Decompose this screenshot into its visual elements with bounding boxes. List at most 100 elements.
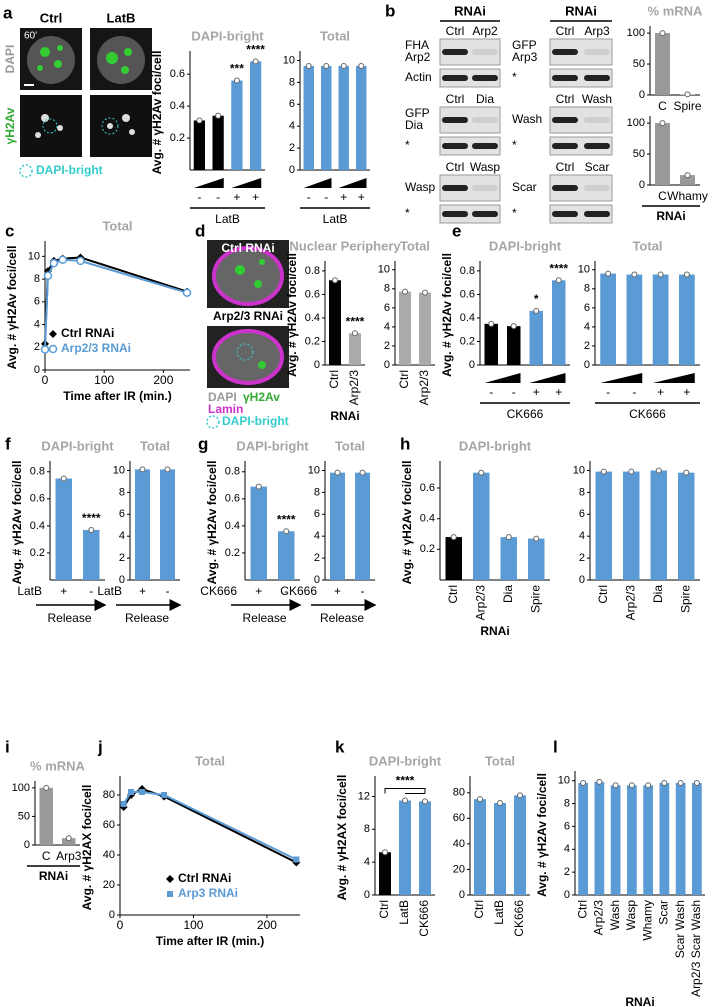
blot-band (442, 49, 468, 55)
data-point (255, 483, 262, 490)
protein-label: * (512, 206, 517, 220)
data-point (659, 120, 666, 127)
x-tick-label: + (252, 190, 259, 204)
blot-band (442, 185, 468, 191)
treatment-label: LatB (17, 584, 42, 598)
y-tick-label: 100 (627, 117, 645, 129)
data-point (139, 789, 146, 795)
channel-label: γH2Av (243, 390, 280, 404)
x-tick-label: + (358, 190, 365, 204)
y-tick-label: 0 (289, 164, 295, 176)
legend-marker (48, 344, 58, 354)
data-point (505, 534, 512, 541)
significance: * (534, 292, 539, 306)
data-point (402, 797, 408, 804)
y-tick-label: 10 (558, 775, 570, 787)
y-tick-label: 0.4 (305, 312, 320, 324)
x-tick-label: C (658, 99, 667, 113)
bar (303, 65, 314, 170)
data-point (684, 172, 691, 179)
protein-label: * (512, 138, 517, 152)
lane-label: Ctrl (446, 92, 465, 106)
bar (278, 531, 295, 580)
y-tick-label: 0.6 (460, 288, 475, 300)
micrographs-a (19, 28, 152, 178)
y-axis-label: Avg. # γH2AX foci/cell (335, 775, 349, 901)
legend-label: Arp3 RNAi (178, 886, 238, 900)
bar (594, 781, 605, 895)
x-tick-label: Arp2/3 (623, 585, 637, 621)
x-tick-label: + (555, 385, 562, 399)
y-tick-label: 2 (34, 341, 40, 353)
data-point (60, 475, 67, 482)
chart-title: DAPI-bright (41, 438, 114, 453)
chart-title: DAPI-bright (236, 438, 309, 453)
x-axis-label: Release (47, 611, 91, 625)
data-point (517, 792, 523, 799)
y-tick-label: 0 (469, 359, 475, 371)
legend-label: DAPI-bright (222, 414, 289, 428)
data-point (49, 258, 59, 268)
x-tick-label: Wash (608, 900, 622, 930)
y-tick-label: 0.4 (420, 513, 435, 525)
bar (419, 292, 431, 365)
bar (655, 123, 670, 185)
dose-wedge (303, 178, 332, 188)
protein-label: FHA (405, 38, 429, 52)
data-point (358, 62, 365, 69)
y-tick-label: 8 (289, 76, 295, 88)
x-tick-label: Wasp (624, 900, 638, 931)
y-tick-label: 0.8 (460, 265, 475, 277)
blot (549, 204, 613, 224)
data-point (600, 468, 607, 475)
y-tick-label: 0 (459, 889, 465, 901)
blot-band (584, 117, 610, 123)
blot (549, 136, 613, 156)
x-tick-label: Ctrl (327, 370, 341, 389)
bar (484, 323, 498, 365)
data-point (283, 528, 290, 535)
panel-label: b (385, 1, 395, 20)
protein-label: * (405, 206, 410, 220)
blot-band (552, 211, 578, 217)
x-tick-label: Scar Wash (673, 900, 687, 958)
x-tick-label: Whamy (667, 189, 708, 203)
y-tick-label: 0.4 (225, 520, 240, 532)
blot-band (472, 143, 498, 149)
lane-label: Ctrl (556, 24, 575, 38)
data-point (488, 320, 495, 327)
data-point (612, 782, 619, 789)
bar (445, 537, 462, 580)
blot-band (584, 75, 610, 81)
protein-label: Scar (512, 180, 537, 194)
panel-label: i (5, 737, 10, 756)
blot (439, 136, 501, 156)
data-point (683, 271, 690, 278)
y-tick-label: 6 (289, 98, 295, 110)
data-point (233, 77, 240, 84)
protein-label: * (405, 138, 410, 152)
legend-label: DAPI-bright (36, 163, 103, 177)
x-tick-label: - (166, 584, 170, 598)
chart-title: Total (335, 438, 365, 453)
legend-marker (166, 875, 174, 883)
y-axis-label: Avg. # γH2Av foci/cell (440, 253, 454, 377)
blot-band (442, 143, 468, 149)
y-tick-label: 80 (453, 787, 465, 799)
y-tick-label: 4 (584, 321, 590, 333)
x-tick-label: - (284, 584, 288, 598)
y-tick-label: 100 (627, 27, 645, 39)
data-point (340, 62, 347, 69)
y-tick-label: 0.2 (225, 547, 240, 559)
x-tick-label: + (60, 584, 67, 598)
data-point (139, 466, 146, 473)
x-tick-label: Dia (651, 585, 665, 603)
protein-label: GFP (512, 38, 537, 52)
bar (160, 469, 175, 580)
bar (578, 783, 588, 895)
x-tick-label: + (334, 584, 341, 598)
x-tick-label: + (139, 584, 146, 598)
y-tick-label: 0.2 (170, 132, 185, 144)
x-tick-label: Arp2/3 (417, 370, 431, 406)
panel-label: d (195, 221, 205, 240)
